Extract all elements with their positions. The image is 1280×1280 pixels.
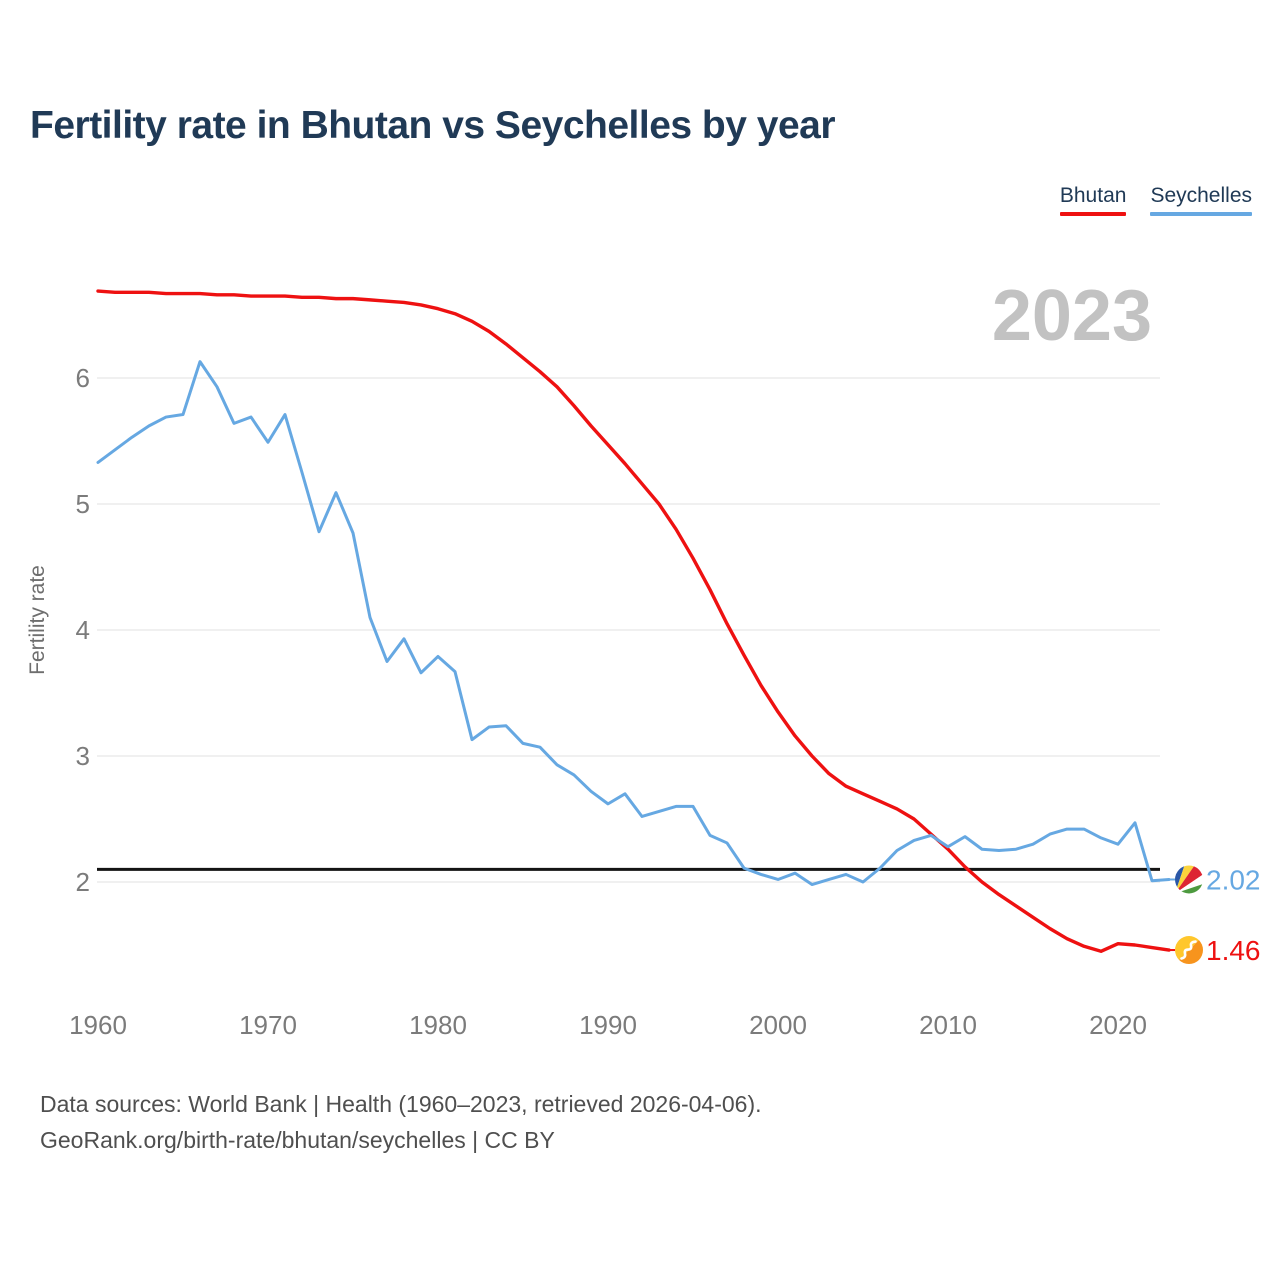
bhutan-line[interactable] [96, 289, 1171, 953]
x-tick-label: 2020 [1089, 1010, 1147, 1040]
bhutan-end-value-label: 1.46 [1206, 935, 1261, 966]
data-sources-line: Data sources: World Bank | Health (1960–… [40, 1091, 762, 1117]
y-tick-label: 5 [76, 489, 90, 519]
seychelles-end-value-label: 2.02 [1206, 864, 1261, 895]
x-tick-label: 1980 [409, 1010, 467, 1040]
y-tick-label: 3 [76, 741, 90, 771]
legend-item-seychelles[interactable]: Seychelles [1150, 184, 1252, 216]
x-tick-label: 2010 [919, 1010, 977, 1040]
x-tick-label: 1960 [69, 1010, 127, 1040]
y-tick-label: 4 [76, 615, 90, 645]
chart-legend: Bhutan Seychelles [1059, 184, 1252, 216]
y-tick-label: 2 [76, 867, 90, 897]
y-tick-label: 6 [76, 363, 90, 393]
x-tick-label: 2000 [749, 1010, 807, 1040]
watermark-year: 2023 [992, 276, 1152, 356]
seychelles-flag-icon [1175, 865, 1203, 894]
x-tick-label: 1970 [239, 1010, 297, 1040]
x-tick-label: 1990 [579, 1010, 637, 1040]
page-title: Fertility rate in Bhutan vs Seychelles b… [30, 104, 836, 147]
attribution-link-line: GeoRank.org/birth-rate/bhutan/seychelles… [40, 1127, 555, 1153]
y-axis-title: Fertility rate [26, 565, 49, 675]
bhutan-flag-icon [1175, 936, 1203, 965]
legend-label-seychelles: Seychelles [1150, 184, 1252, 207]
legend-item-bhutan[interactable]: Bhutan [1059, 184, 1127, 216]
source-attribution: Data sources: World Bank | Health (1960–… [40, 1086, 762, 1158]
legend-color-bar-seychelles [1150, 212, 1252, 216]
legend-color-bar-bhutan [1059, 212, 1127, 216]
seychelles-line[interactable] [96, 360, 1171, 887]
legend-label-bhutan: Bhutan [1059, 184, 1127, 207]
